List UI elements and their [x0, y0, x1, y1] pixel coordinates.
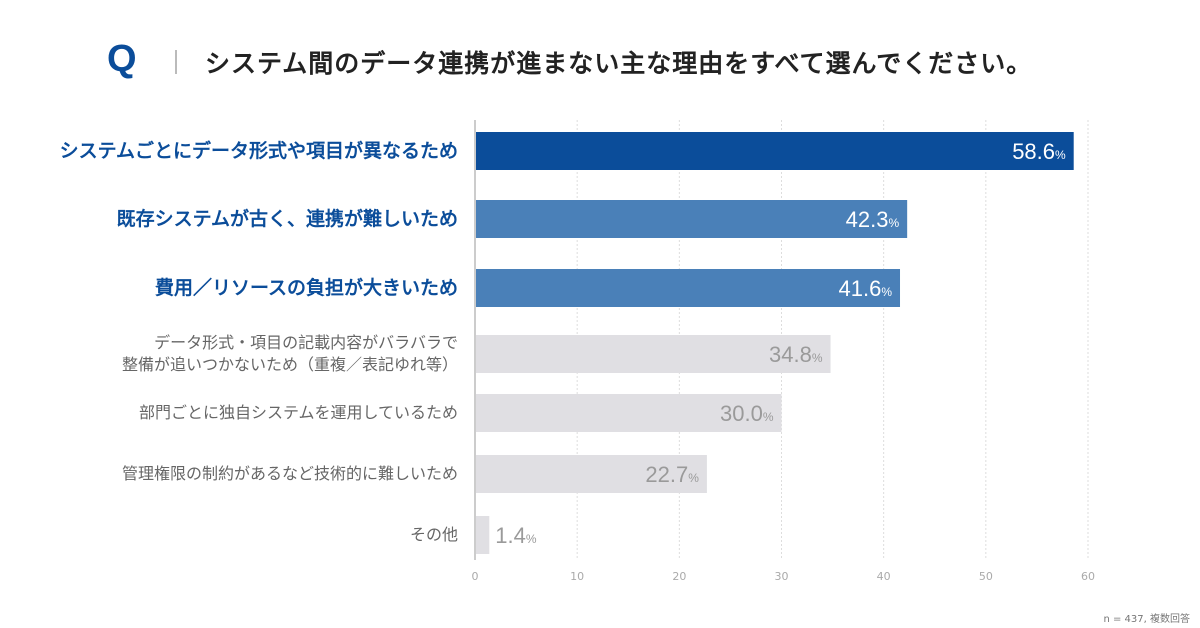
value-number: 34.8	[769, 342, 812, 367]
bar	[476, 455, 707, 493]
sample-note: n = 437, 複数回答	[1103, 614, 1190, 625]
category-label: 部門ごとに独自システムを運用しているため	[138, 403, 458, 422]
category-label: 管理権限の制約があるなど技術的に難しいため	[121, 464, 458, 483]
title-separator	[175, 50, 177, 74]
x-tick-label: 0	[472, 570, 479, 583]
value-label: 1.4%	[495, 523, 537, 548]
category-label: その他	[409, 525, 458, 544]
value-number: 22.7	[645, 462, 688, 487]
value-label: 42.3%	[846, 207, 900, 232]
value-number: 58.6	[1012, 139, 1055, 164]
x-tick-label: 60	[1081, 570, 1095, 583]
category-label: 既存システムが古く、連携が難しいため	[116, 208, 458, 230]
value-label: 58.6%	[1012, 139, 1066, 164]
x-tick-label: 30	[775, 570, 789, 583]
category-label: データ形式・項目の記載内容がバラバラで 整備が追いつかないため（重複／表記ゆれ等…	[121, 333, 458, 374]
bar	[476, 516, 490, 554]
x-tick-label: 20	[672, 570, 686, 583]
value-unit: %	[763, 410, 774, 424]
value-unit: %	[888, 216, 899, 230]
x-tick-label: 50	[979, 570, 993, 583]
value-label: 41.6%	[839, 276, 893, 301]
value-number: 41.6	[839, 276, 882, 301]
chart-title: システム間のデータ連携が進まない主な理由をすべて選んでください。	[205, 49, 1033, 78]
value-label: 30.0%	[720, 401, 774, 426]
value-number: 1.4	[495, 523, 526, 548]
bar	[476, 394, 782, 432]
question-mark: Q	[107, 38, 137, 80]
bar	[476, 200, 908, 238]
value-label: 34.8%	[769, 342, 823, 367]
bar	[476, 335, 831, 373]
value-unit: %	[688, 471, 699, 485]
value-number: 30.0	[720, 401, 763, 426]
category-label: 費用／リソースの負担が大きいため	[154, 277, 458, 299]
value-unit: %	[1055, 148, 1066, 162]
x-tick-label: 10	[570, 570, 584, 583]
x-tick-label: 40	[877, 570, 891, 583]
value-label: 22.7%	[645, 462, 699, 487]
bar	[476, 132, 1074, 170]
category-label: システムごとにデータ形式や項目が異なるため	[59, 140, 458, 162]
bar	[476, 269, 901, 307]
value-number: 42.3	[846, 207, 889, 232]
value-unit: %	[812, 351, 823, 365]
value-unit: %	[526, 532, 537, 546]
value-unit: %	[881, 285, 892, 299]
